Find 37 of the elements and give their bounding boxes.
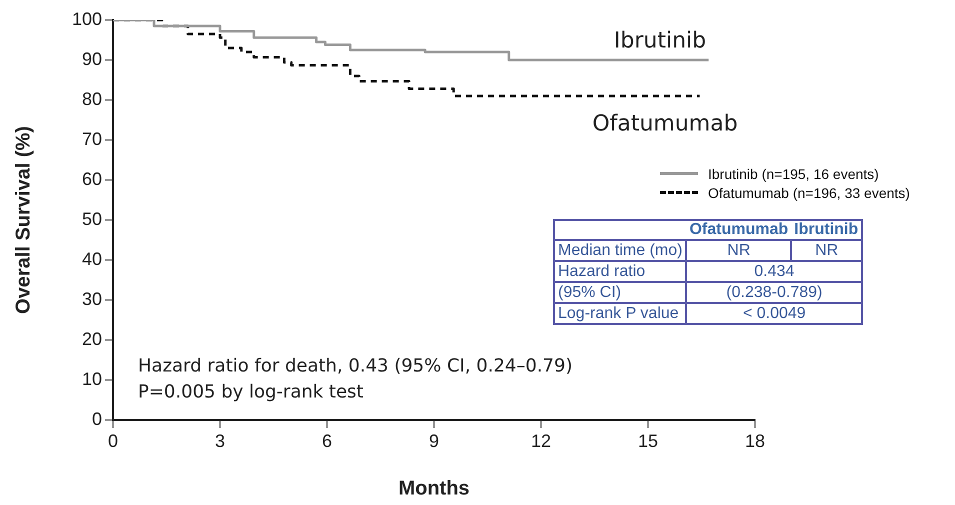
x-tick-label: 18 — [744, 430, 766, 451]
x-tick-label: 15 — [638, 430, 658, 451]
annotation: Ibrutinib — [614, 28, 706, 54]
annotation: Hazard ratio for death, 0.43 (95% CI, 0.24–0.79) — [138, 356, 572, 377]
y-tick-label: 20 — [82, 328, 102, 349]
x-axis-title: Months — [398, 478, 470, 500]
annotation: 0.434 — [686, 261, 862, 282]
y-tick-label: 30 — [82, 288, 102, 309]
text: NR — [791, 240, 862, 261]
legend-label: Ibrutinib (n=195, 16 events) — [708, 166, 879, 182]
text: Ibrutinib — [791, 220, 862, 240]
y-tick-label: 100 — [72, 8, 102, 29]
annotation: (0.238-0.789) — [686, 282, 862, 303]
annotation: Ofatumumab — [686, 220, 792, 240]
y-tick-label: 40 — [82, 248, 102, 269]
y-axis-title: Overall Survival (%) — [12, 126, 35, 314]
annotation: (95% CI) — [554, 282, 686, 303]
x-tick-label: 6 — [322, 430, 332, 451]
y-tick-label: 10 — [82, 368, 102, 389]
y-tick-label: 90 — [82, 48, 102, 69]
x-tick-label: 0 — [108, 430, 118, 451]
annotation: NR — [686, 240, 792, 261]
y-tick-label: 50 — [82, 208, 102, 229]
x-tick-label: 12 — [530, 430, 552, 451]
annotation: < 0.0049 — [686, 303, 862, 324]
annotation: Ofatumumab — [592, 112, 738, 137]
x-tick-label: 3 — [214, 430, 226, 451]
y-tick-label: 80 — [82, 88, 102, 109]
legend-label: Ofatumumab (n=196, 33 events) — [708, 184, 910, 200]
y-tick-label: 60 — [82, 168, 102, 189]
annotation: P=0.005 by log-rank test — [138, 382, 364, 403]
y-tick-label: 70 — [82, 128, 102, 149]
annotation: Log-rank P value — [554, 303, 686, 324]
annotation: Hazard ratio — [554, 261, 686, 282]
x-tick-label: 9 — [428, 430, 440, 451]
annotation: Median time (mo) — [554, 240, 686, 261]
y-tick-label: 0 — [92, 408, 102, 429]
